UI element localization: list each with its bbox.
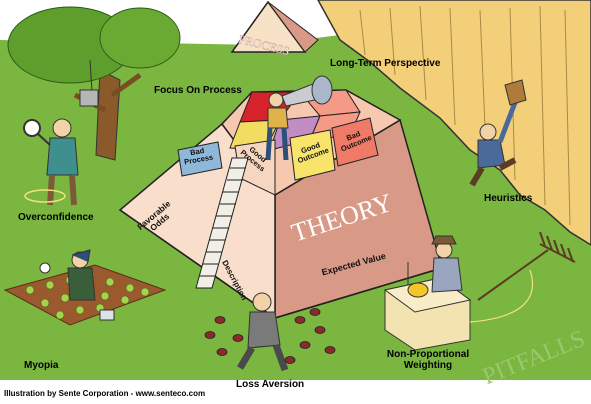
rake <box>469 231 576 323</box>
telescope-man <box>265 75 333 161</box>
spiders <box>204 308 336 364</box>
focus-on-process-label: Focus On Process <box>154 85 242 96</box>
credit-text: Illustration by Sente Corporation - www.… <box>4 389 206 398</box>
loss-aversion-figure <box>236 292 289 372</box>
myopia-field <box>3 249 167 326</box>
overconfidence-figure <box>23 118 79 206</box>
non-proportional-weighting-label: Non-Proportional Weighting <box>386 349 470 371</box>
loss-aversion-label: Loss Aversion <box>236 379 305 390</box>
process-cap <box>230 0 319 53</box>
long-term-perspective-label: Long-Term Perspective <box>330 58 441 69</box>
scale-man <box>383 235 472 351</box>
overconfidence-label: Overconfidence <box>18 212 94 223</box>
pyramid <box>118 75 443 320</box>
myopia-label: Myopia <box>24 360 59 371</box>
heuristics-label: Heuristics <box>484 193 533 204</box>
tree <box>7 6 181 161</box>
heuristics-climber <box>469 79 527 187</box>
staircase <box>195 157 249 289</box>
